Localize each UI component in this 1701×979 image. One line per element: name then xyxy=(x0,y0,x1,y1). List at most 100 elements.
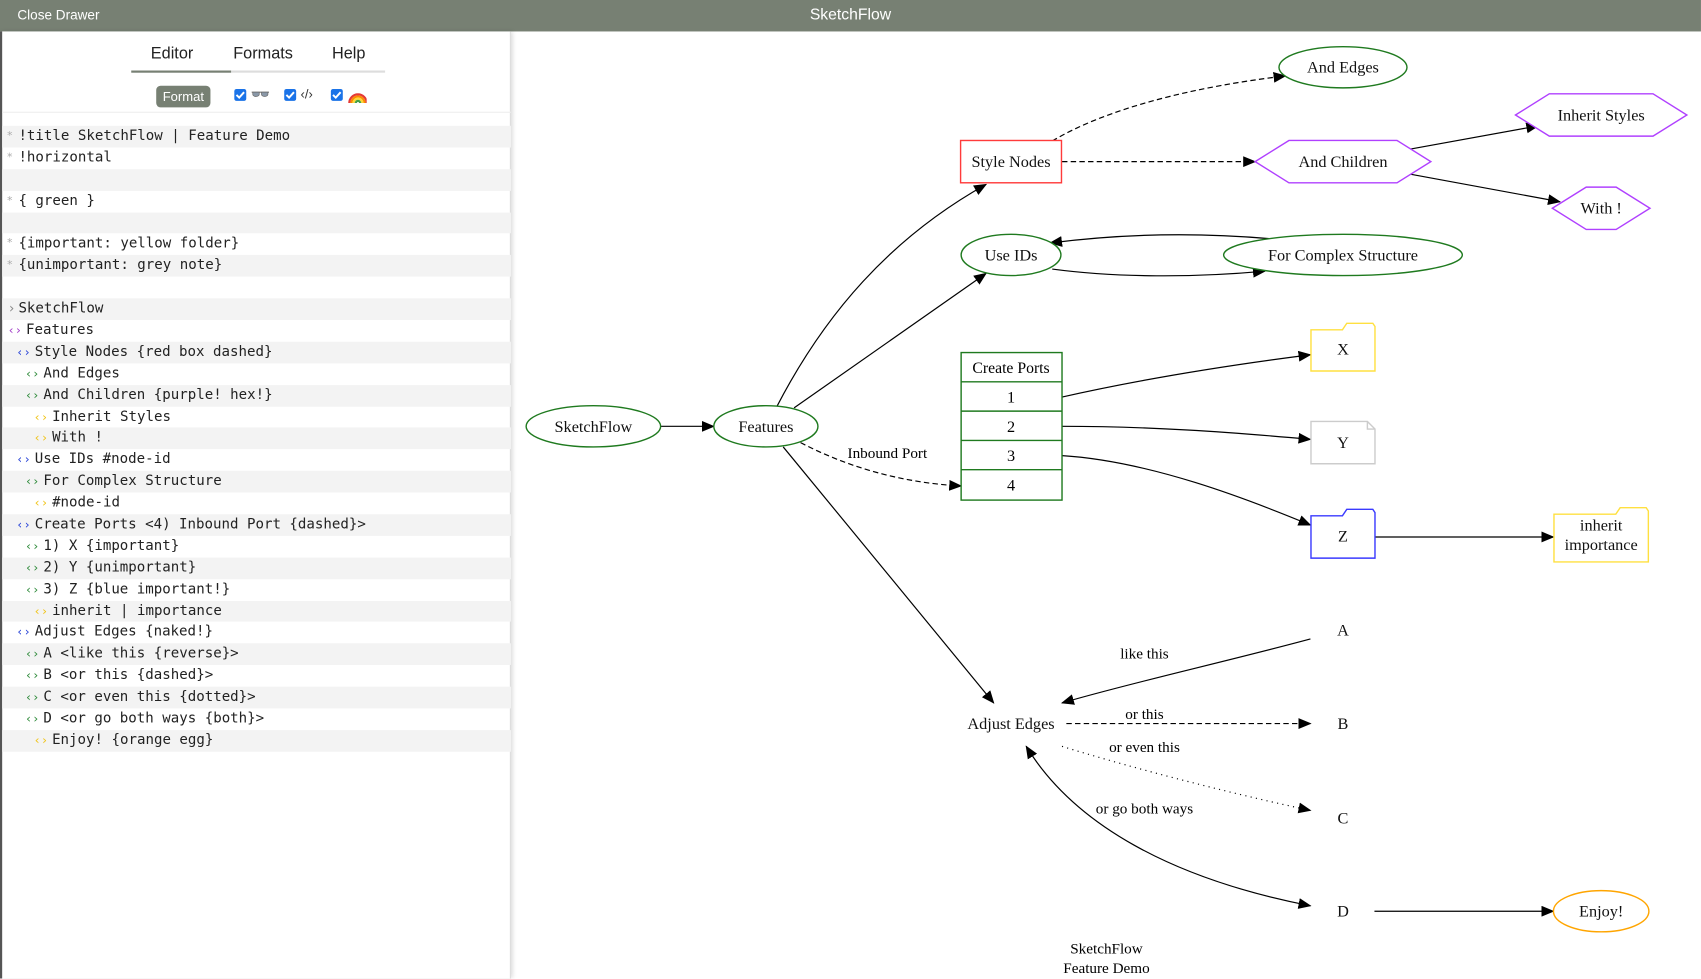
node-marker-icon: ‹› xyxy=(16,452,31,467)
node-x[interactable]: X xyxy=(1310,322,1376,372)
node-with[interactable]: With ! xyxy=(1551,186,1652,231)
editor-line[interactable]: ‹› With ! xyxy=(2,427,511,450)
editor-line-text: And Edges xyxy=(43,365,120,382)
node-style[interactable]: Style Nodes xyxy=(959,139,1063,184)
node-marker-icon: ‹› xyxy=(24,539,40,554)
editor-line[interactable]: ‹› Create Ports <4) Inbound Port {dashed}… xyxy=(2,514,511,536)
editor-line[interactable]: ‹› And Children {purple! hex!} xyxy=(2,384,511,407)
node-z[interactable]: Z xyxy=(1310,508,1376,559)
edge-complex-to-useids xyxy=(1049,234,1270,247)
editor-line-text: Inherit Styles xyxy=(52,408,171,425)
node-label: Y xyxy=(1337,434,1349,452)
node-label: C xyxy=(1338,809,1349,827)
editor-drawer: Editor Formats Help Format ‹/› * !title S… xyxy=(0,31,511,979)
node-sketchflow[interactable]: SketchFlow xyxy=(525,405,662,448)
editor-line-text: !title SketchFlow | Feature Demo xyxy=(18,128,291,145)
node-adjust[interactable]: Adjust Edges xyxy=(967,715,1054,733)
node-label: B xyxy=(1338,715,1349,733)
code-editor[interactable]: * !title SketchFlow | Feature Demo * !horiz… xyxy=(2,125,511,752)
node-marker-icon: ‹› xyxy=(33,409,49,424)
edge-style-to-andedges xyxy=(1051,71,1287,142)
editor-line[interactable]: ‹› Enjoy! {orange egg} xyxy=(2,730,511,752)
editor-line[interactable]: ‹› #node-id xyxy=(2,493,511,515)
editor-line[interactable]: ‹› Adjust Edges {naked!} xyxy=(2,622,511,644)
node-andedges[interactable]: And Edges xyxy=(1278,45,1408,89)
editor-line[interactable]: ‹› Style Nodes {red box dashed} xyxy=(2,341,511,364)
rainbow-toggle-checkbox[interactable] xyxy=(330,88,343,101)
editor-line[interactable] xyxy=(2,212,511,234)
editor-line[interactable]: ‹› 3) Z {blue important!} xyxy=(2,579,511,601)
editor-line[interactable]: ‹› C <or even this {dotted}> xyxy=(2,686,511,709)
graph-title-line-2: Feature Demo xyxy=(1063,960,1150,977)
node-c[interactable]: C xyxy=(1338,809,1349,827)
editor-line[interactable]: * !horizontal xyxy=(2,147,511,169)
editor-line[interactable]: ‹› Inherit Styles xyxy=(2,406,511,428)
node-label: Use IDs xyxy=(985,246,1038,264)
node-marker-icon: ‹› xyxy=(24,474,40,489)
editor-line[interactable] xyxy=(2,168,511,191)
tab-editor[interactable]: Editor xyxy=(150,44,194,63)
node-label: Z xyxy=(1338,527,1348,545)
port-2[interactable]: 2 xyxy=(1007,418,1015,436)
edge-create-1-to-x xyxy=(1061,350,1312,398)
editor-line[interactable] xyxy=(2,277,511,299)
editor-line[interactable]: ‹› 2) Y {unimportant} xyxy=(2,557,511,579)
node-inhimp[interactable]: inherit importance xyxy=(1553,506,1650,563)
node-andchildren[interactable]: And Children xyxy=(1253,139,1433,184)
editor-line[interactable]: ‹› D <or go both ways {both}> xyxy=(2,708,511,730)
tab-formats[interactable]: Formats xyxy=(233,44,293,63)
editor-line[interactable]: * {unimportant: grey note} xyxy=(2,255,511,277)
port-4[interactable]: 4 xyxy=(1007,476,1015,494)
port-3[interactable]: 3 xyxy=(1007,447,1015,465)
node-complex[interactable]: For Complex Structure xyxy=(1222,233,1464,277)
editor-line[interactable]: ‹› inherit | importance xyxy=(2,600,511,623)
editor-line-text: D <or go both ways {both}> xyxy=(43,710,265,727)
editor-line[interactable]: ‹› 1) X {important} xyxy=(2,536,511,558)
editor-line[interactable]: ‹› For Complex Structure xyxy=(2,471,511,493)
edge-adjust-to-a xyxy=(1060,638,1311,705)
editor-line-text: {important: yellow folder} xyxy=(18,235,240,253)
node-d[interactable]: D xyxy=(1337,903,1349,921)
node-label: D xyxy=(1337,903,1349,921)
node-b[interactable]: B xyxy=(1338,715,1349,733)
glasses-toggle-checkbox[interactable] xyxy=(234,88,247,101)
editor-line-text: {unimportant: grey note} xyxy=(18,257,223,274)
close-drawer-button[interactable]: Close Drawer xyxy=(17,7,100,23)
edge-andchildren-to-inherit xyxy=(1406,122,1540,151)
tab-help[interactable]: Help xyxy=(331,44,366,63)
code-toggle-checkbox[interactable] xyxy=(284,88,297,101)
editor-line[interactable]: ‹› B <or this {dashed}> xyxy=(2,665,511,687)
node-y[interactable]: Y xyxy=(1310,420,1376,465)
meta-marker-icon: * xyxy=(6,238,14,250)
node-inherit[interactable]: Inherit Styles xyxy=(1514,93,1689,137)
editor-line[interactable]: ‹› Features xyxy=(2,320,511,342)
edge-label: like this xyxy=(1120,645,1169,662)
node-marker-icon: ‹› xyxy=(16,344,31,359)
editor-line[interactable]: ‹› A <like this {reverse}> xyxy=(2,643,511,666)
meta-marker-icon: * xyxy=(6,194,14,207)
editor-line-text: Style Nodes {red box dashed} xyxy=(34,343,273,361)
glasses-icon xyxy=(251,91,270,97)
editor-line-text: Adjust Edges {naked!} xyxy=(34,624,214,641)
node-enjoy[interactable]: Enjoy! xyxy=(1552,889,1650,933)
node-create-ports[interactable]: Create Ports 1 2 3 4 xyxy=(960,351,1063,501)
format-button[interactable]: Format xyxy=(156,85,211,108)
node-marker-icon: ‹› xyxy=(24,560,40,575)
editor-line-text: For Complex Structure xyxy=(43,473,222,490)
edge-label: Inbound Port xyxy=(848,445,928,462)
node-a[interactable]: A xyxy=(1337,622,1349,640)
node-marker-icon: ‹› xyxy=(24,366,40,381)
editor-line[interactable]: * {important: yellow folder} xyxy=(2,234,511,256)
node-label: X xyxy=(1337,341,1349,359)
editor-line[interactable]: ‹› Use IDs #node-id xyxy=(2,449,511,471)
node-features[interactable]: Features xyxy=(713,405,819,448)
edge-useids-to-complex xyxy=(1052,266,1266,278)
editor-line[interactable]: * { green } xyxy=(2,191,511,213)
editor-line[interactable]: * !title SketchFlow | Feature Demo xyxy=(2,125,511,148)
port-1[interactable]: 1 xyxy=(1007,388,1015,406)
graph-title-line-1: SketchFlow xyxy=(1070,941,1143,958)
node-useids[interactable]: Use IDs xyxy=(960,233,1062,277)
edge-andchildren-to-with xyxy=(1406,172,1562,205)
editor-line[interactable]: › SketchFlow xyxy=(2,298,511,321)
editor-line[interactable]: ‹› And Edges xyxy=(2,363,511,385)
